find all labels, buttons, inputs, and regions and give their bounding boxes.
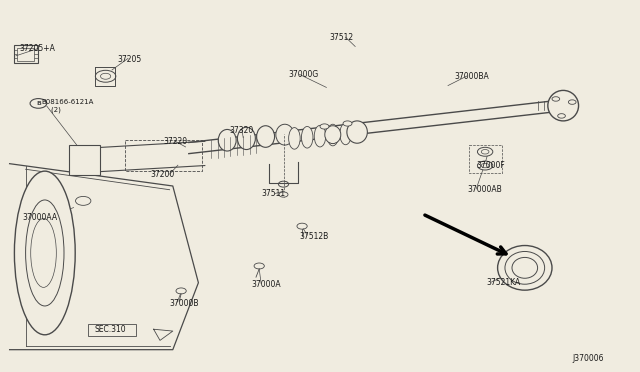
Circle shape (481, 163, 489, 168)
Text: 37200: 37200 (150, 170, 175, 179)
Text: B: B (36, 101, 41, 106)
Bar (17, 48, 34, 61)
Text: 37320: 37320 (229, 126, 253, 135)
Ellipse shape (512, 257, 538, 278)
Ellipse shape (301, 126, 313, 148)
Text: 37205+A: 37205+A (19, 44, 55, 53)
Ellipse shape (505, 251, 545, 284)
Text: 37220: 37220 (163, 137, 188, 146)
Circle shape (278, 181, 289, 187)
Bar (14, 45, 38, 63)
Ellipse shape (37, 231, 53, 272)
Circle shape (568, 100, 576, 104)
Circle shape (297, 223, 307, 229)
Ellipse shape (325, 126, 341, 144)
Circle shape (100, 73, 111, 79)
Text: 37511: 37511 (261, 189, 285, 198)
Ellipse shape (218, 129, 236, 151)
Circle shape (343, 121, 352, 126)
Bar (69, 145, 100, 175)
Circle shape (477, 147, 493, 156)
Circle shape (95, 70, 116, 82)
Text: 37000AA: 37000AA (22, 213, 58, 222)
Ellipse shape (289, 128, 300, 149)
Text: 37000AB: 37000AB (467, 185, 502, 194)
Circle shape (320, 124, 329, 129)
Text: 37000B: 37000B (170, 299, 199, 308)
Ellipse shape (327, 124, 339, 146)
Text: 37000BA: 37000BA (454, 72, 489, 81)
Ellipse shape (314, 125, 326, 147)
Text: 37000A: 37000A (252, 280, 281, 289)
Circle shape (481, 150, 489, 154)
Ellipse shape (237, 127, 255, 150)
Bar (88, 324, 136, 336)
Circle shape (552, 97, 560, 101)
Text: 37000F: 37000F (477, 161, 506, 170)
Text: 37000G: 37000G (288, 70, 318, 79)
Ellipse shape (257, 126, 275, 147)
Ellipse shape (31, 219, 56, 287)
Ellipse shape (26, 200, 64, 306)
Ellipse shape (347, 121, 367, 143)
Ellipse shape (15, 171, 76, 335)
Circle shape (557, 114, 565, 118)
Circle shape (279, 192, 288, 197)
Text: 37205: 37205 (117, 55, 141, 64)
Text: B08166-6121A
    (2): B08166-6121A (2) (42, 99, 94, 113)
Circle shape (254, 263, 264, 269)
Ellipse shape (548, 90, 579, 121)
Ellipse shape (498, 246, 552, 290)
Circle shape (176, 288, 186, 294)
Text: 37512: 37512 (330, 33, 354, 42)
Text: J370006: J370006 (573, 355, 604, 363)
Circle shape (76, 196, 91, 205)
Ellipse shape (276, 124, 294, 145)
Text: 37521KA: 37521KA (486, 278, 521, 287)
Text: SEC.310: SEC.310 (95, 325, 126, 334)
Circle shape (30, 99, 47, 108)
Text: 37512B: 37512B (300, 232, 329, 241)
Circle shape (477, 161, 493, 170)
Ellipse shape (340, 123, 351, 145)
